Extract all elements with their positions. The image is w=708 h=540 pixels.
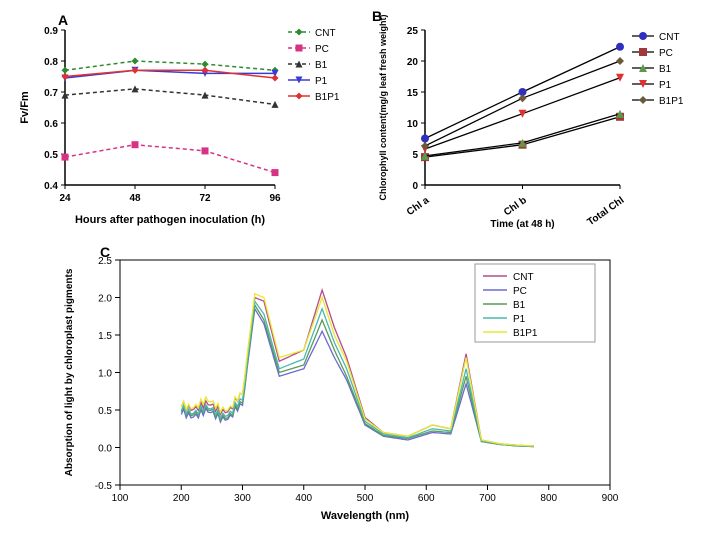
svg-text:10: 10 <box>407 119 419 130</box>
chart-a: 0.4 0.5 0.6 0.7 0.8 0.9 24 48 72 96 Fv/Fm Hours aft… <box>10 10 360 240</box>
svg-text:B1P1: B1P1 <box>315 92 340 103</box>
svg-text:Hours after pathogen inoculati: Hours after pathogen inoculation (h) <box>75 214 265 226</box>
svg-text:0.7: 0.7 <box>44 88 58 99</box>
svg-text:Time (at 48 h): Time (at 48 h) <box>490 219 554 230</box>
svg-text:Fv/Fm: Fv/Fm <box>19 91 31 124</box>
svg-text:PC: PC <box>659 48 673 59</box>
svg-text:B1P1: B1P1 <box>659 96 684 107</box>
svg-text:20: 20 <box>407 57 419 68</box>
svg-text:900: 900 <box>602 493 619 504</box>
svg-text:Chl b: Chl b <box>502 195 529 218</box>
svg-text:CNT: CNT <box>513 272 534 283</box>
svg-text:-0.5: -0.5 <box>95 481 113 492</box>
svg-text:0.4: 0.4 <box>44 181 58 192</box>
svg-text:24: 24 <box>59 193 71 204</box>
svg-text:700: 700 <box>479 493 496 504</box>
panel-c: C 100200300400500600700800900-0.50.00.51… <box>50 240 698 530</box>
svg-text:CNT: CNT <box>659 32 680 43</box>
svg-text:200: 200 <box>173 493 190 504</box>
svg-text:P1: P1 <box>659 80 672 91</box>
svg-text:300: 300 <box>234 493 251 504</box>
svg-text:CNT: CNT <box>315 28 336 39</box>
svg-text:96: 96 <box>269 193 281 204</box>
svg-text:1.0: 1.0 <box>98 369 112 380</box>
svg-text:0.6: 0.6 <box>44 119 58 130</box>
svg-text:Absorption of light by chlorop: Absorption of light by chloroplast pigme… <box>64 268 75 476</box>
svg-text:500: 500 <box>357 493 374 504</box>
svg-text:0: 0 <box>412 181 418 192</box>
svg-text:0.5: 0.5 <box>98 406 112 417</box>
svg-text:B1: B1 <box>315 60 328 71</box>
svg-text:15: 15 <box>407 88 419 99</box>
panel-c-label: C <box>100 244 110 260</box>
svg-text:0.9: 0.9 <box>44 26 58 37</box>
svg-text:100: 100 <box>112 493 129 504</box>
svg-text:B1: B1 <box>659 64 672 75</box>
panel-a: A 0.4 0.5 0.6 0.7 0.8 0.9 24 48 72 96 Fv/Fm Hours a… <box>10 10 360 240</box>
panel-b: B 0 5 10 15 20 25 Chl a Chl b Total Chl Chlorophy… <box>370 10 708 240</box>
svg-text:800: 800 <box>540 493 557 504</box>
svg-text:Total Chl: Total Chl <box>586 195 627 228</box>
svg-text:400: 400 <box>295 493 312 504</box>
svg-text:5: 5 <box>412 150 418 161</box>
svg-text:Wavelength (nm): Wavelength (nm) <box>321 510 410 522</box>
svg-text:PC: PC <box>315 44 329 55</box>
svg-text:0.5: 0.5 <box>44 150 58 161</box>
svg-text:48: 48 <box>129 193 141 204</box>
svg-text:B1: B1 <box>513 300 526 311</box>
svg-text:600: 600 <box>418 493 435 504</box>
svg-text:P1: P1 <box>315 76 328 87</box>
chart-b: 0 5 10 15 20 25 Chl a Chl b Total Chl Chlorophyll… <box>370 10 708 240</box>
svg-text:P1: P1 <box>513 314 526 325</box>
svg-text:72: 72 <box>199 193 211 204</box>
panel-b-label: B <box>372 8 382 24</box>
panel-a-label: A <box>58 12 68 28</box>
svg-text:1.5: 1.5 <box>98 331 112 342</box>
svg-text:2.0: 2.0 <box>98 294 112 305</box>
chart-c: 100 200 300 400 500 600 700 800 900 -0.5 0.0 0.5 1.0… <box>50 240 650 530</box>
svg-text:PC: PC <box>513 286 527 297</box>
svg-text:0.0: 0.0 <box>98 444 112 455</box>
svg-text:25: 25 <box>407 26 419 37</box>
svg-text:0.8: 0.8 <box>44 57 58 68</box>
svg-text:Chlorophyll content(mg/g leaf: Chlorophyll content(mg/g leaf fresh weig… <box>378 14 388 200</box>
svg-text:Chl a: Chl a <box>405 195 432 218</box>
svg-text:B1P1: B1P1 <box>513 328 538 339</box>
